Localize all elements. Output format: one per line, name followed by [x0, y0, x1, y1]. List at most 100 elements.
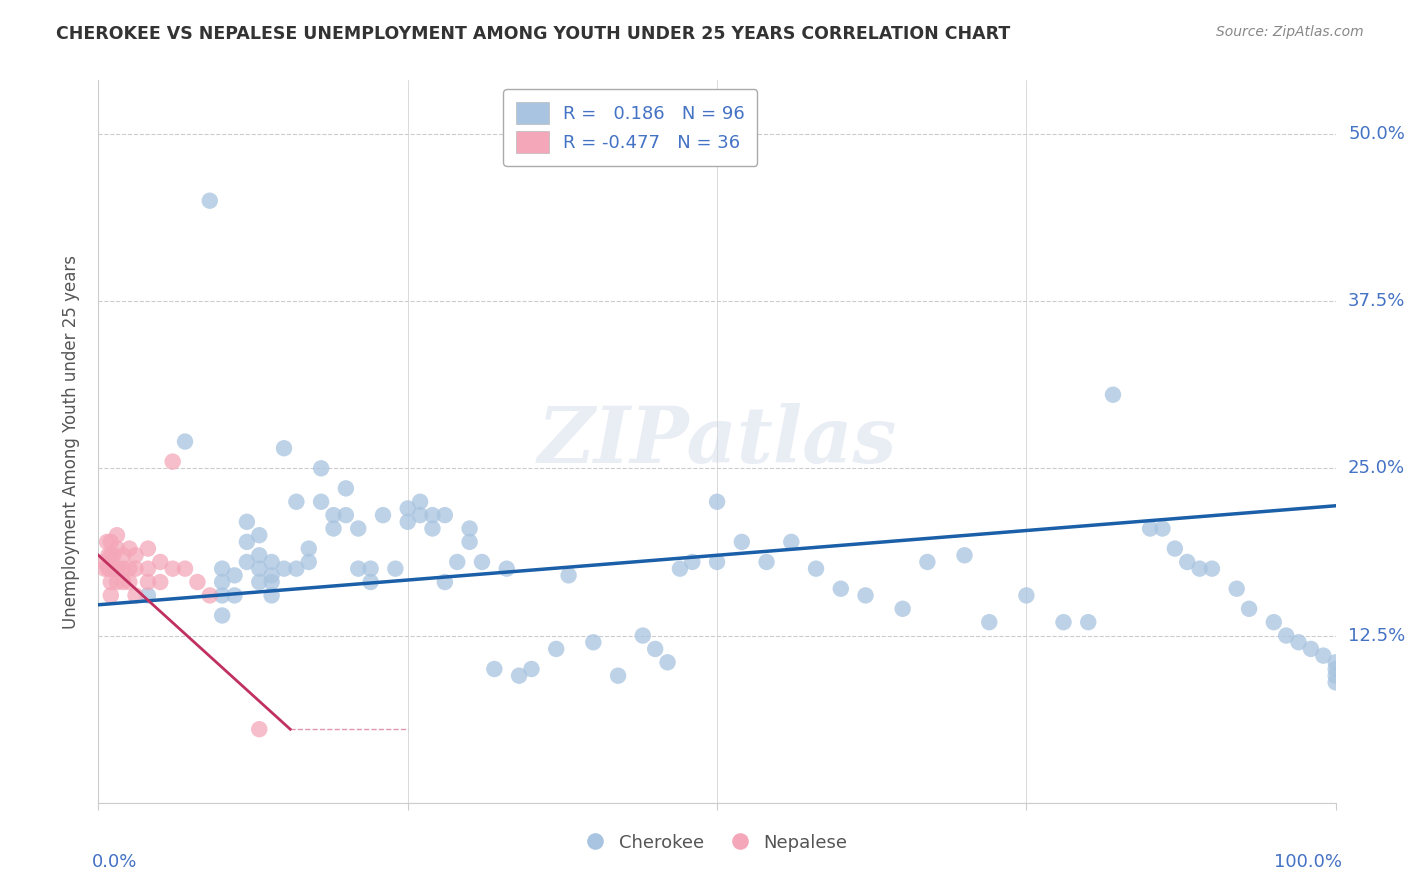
Point [1275, 628, 1298, 642]
Point [446, 555, 468, 569]
Point [236, 534, 259, 549]
Point [103, 562, 125, 576]
Point [105, 575, 128, 590]
Text: 100.0%: 100.0% [1274, 854, 1341, 871]
Point [322, 521, 344, 535]
Point [546, 642, 568, 657]
Point [409, 494, 432, 508]
Point [322, 508, 344, 523]
Point [1324, 655, 1347, 669]
Point [260, 555, 283, 569]
Legend: Cherokee, Nepalese: Cherokee, Nepalese [579, 826, 855, 859]
Point [112, 575, 135, 590]
Point [371, 508, 394, 523]
Point [118, 562, 141, 576]
Point [855, 589, 877, 603]
Point [124, 562, 146, 576]
Point [1052, 615, 1074, 630]
Point [273, 442, 295, 455]
Point [631, 628, 654, 642]
Y-axis label: Unemployment Among Youth under 25 years: Unemployment Among Youth under 25 years [62, 254, 80, 629]
Point [669, 562, 692, 576]
Point [136, 589, 159, 603]
Point [93, 555, 115, 569]
Point [495, 562, 517, 576]
Point [1164, 541, 1187, 556]
Point [174, 562, 197, 576]
Point [347, 562, 370, 576]
Point [112, 548, 135, 563]
Text: 12.5%: 12.5% [1348, 626, 1406, 645]
Point [96, 534, 118, 549]
Point [100, 548, 122, 563]
Point [657, 655, 679, 669]
Point [100, 589, 122, 603]
Point [1175, 555, 1198, 569]
Point [484, 662, 506, 676]
Point [105, 541, 128, 556]
Point [136, 541, 159, 556]
Point [422, 508, 444, 523]
Point [384, 562, 406, 576]
Point [1015, 589, 1038, 603]
Point [557, 568, 579, 582]
Point [118, 575, 141, 590]
Point [755, 555, 778, 569]
Point [124, 589, 146, 603]
Point [360, 575, 382, 590]
Point [409, 508, 432, 523]
Point [236, 515, 259, 529]
Point [162, 562, 184, 576]
Point [309, 461, 332, 475]
Point [260, 568, 283, 582]
Text: 25.0%: 25.0% [1348, 459, 1405, 477]
Point [1188, 562, 1211, 576]
Point [1324, 675, 1347, 690]
Point [285, 494, 308, 508]
Point [508, 669, 530, 683]
Point [162, 455, 184, 469]
Point [1201, 562, 1223, 576]
Point [136, 562, 159, 576]
Point [917, 555, 939, 569]
Point [149, 555, 172, 569]
Point [1077, 615, 1099, 630]
Point [105, 528, 128, 542]
Point [247, 575, 270, 590]
Text: Source: ZipAtlas.com: Source: ZipAtlas.com [1216, 25, 1364, 39]
Point [1102, 387, 1125, 401]
Point [360, 562, 382, 576]
Point [1263, 615, 1285, 630]
Point [582, 635, 605, 649]
Point [211, 562, 233, 576]
Point [1312, 648, 1334, 663]
Point [118, 541, 141, 556]
Point [458, 521, 481, 535]
Point [1288, 635, 1310, 649]
Point [1152, 521, 1174, 535]
Point [149, 575, 172, 590]
Point [681, 555, 703, 569]
Point [1237, 602, 1260, 616]
Point [273, 562, 295, 576]
Point [433, 508, 456, 523]
Point [211, 589, 233, 603]
Point [198, 589, 221, 603]
Point [396, 501, 419, 516]
Point [1324, 662, 1347, 676]
Point [335, 482, 357, 496]
Point [471, 555, 494, 569]
Point [224, 568, 246, 582]
Point [136, 575, 159, 590]
Point [247, 562, 270, 576]
Point [211, 608, 233, 623]
Point [607, 669, 630, 683]
Point [298, 541, 321, 556]
Point [953, 548, 976, 563]
Point [347, 521, 370, 535]
Point [706, 494, 728, 508]
Point [124, 548, 146, 563]
Point [97, 562, 120, 576]
Point [309, 494, 332, 508]
Text: 0.0%: 0.0% [93, 854, 138, 871]
